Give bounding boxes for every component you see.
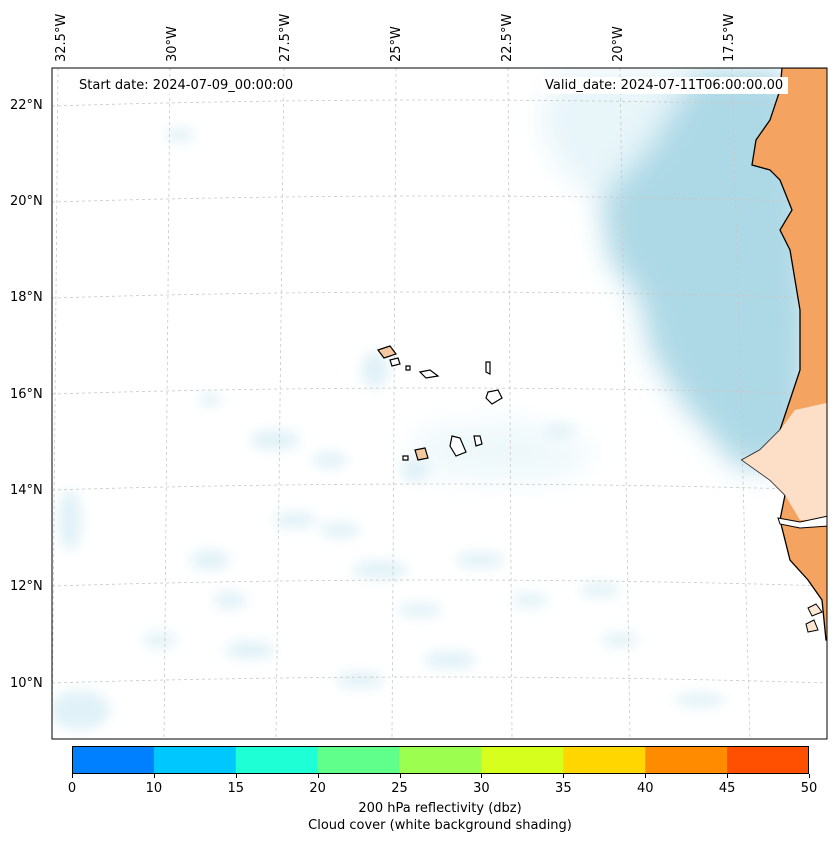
colorbar-tick-mark xyxy=(153,774,155,778)
colorbar-tick-label: 15 xyxy=(227,781,245,796)
colorbar-tick-mark xyxy=(72,774,73,778)
start-date-label: Start date: 2024-07-09_00:00:00 xyxy=(74,77,299,94)
map-frame xyxy=(51,67,828,740)
colorbar-segment-3 xyxy=(317,746,401,774)
lat-label-12n: 12°N xyxy=(10,579,43,594)
lat-label-10n: 10°N xyxy=(10,676,43,691)
colorbar-segment-2 xyxy=(235,746,319,774)
gambia-inlet xyxy=(777,515,827,529)
guinea-coast-islands xyxy=(805,603,823,633)
colorbar-tick-label: 45 xyxy=(718,781,736,796)
colorbar-label-cloud-cover: Cloud cover (white background shading) xyxy=(308,818,572,833)
lat-label-14n: 14°N xyxy=(10,483,43,498)
colorbar-tick-mark xyxy=(235,774,237,778)
colorbar-segment-1 xyxy=(153,746,237,774)
colorbar-frame xyxy=(72,746,809,774)
colorbar-segment-0 xyxy=(72,746,155,774)
valid-date-label: Valid_date: 2024-07-11T06:00:00.00 xyxy=(540,77,789,94)
cape-verde-islands xyxy=(377,345,503,461)
colorbar-tick-label: 10 xyxy=(145,781,163,796)
lon-label-27-5w: 27.5°W xyxy=(278,13,293,62)
lat-label-20n: 20°N xyxy=(10,194,43,209)
colorbar-tick-label: 35 xyxy=(555,781,572,796)
colorbar-tick-label: 50 xyxy=(800,781,818,796)
lon-label-30w: 30°W xyxy=(165,26,180,62)
coast-pale-band xyxy=(742,402,827,520)
scattered-cloud-patches xyxy=(52,128,726,730)
colorbar-tick-mark xyxy=(399,774,401,778)
colorbar-tick-label: 25 xyxy=(391,781,408,796)
colorbar-tick-mark xyxy=(317,774,319,778)
colorbar-tick-label: 30 xyxy=(473,781,490,796)
colorbar-segment-8 xyxy=(727,746,809,774)
colorbar-tick-mark xyxy=(727,774,729,778)
colorbar-segment-7 xyxy=(645,746,728,774)
colorbar-tick-mark xyxy=(563,774,565,778)
colorbar-segment-5 xyxy=(481,746,564,774)
colorbar-tick-label: 0 xyxy=(67,781,77,796)
colorbar-tick-mark xyxy=(809,774,810,778)
graticule xyxy=(52,68,827,739)
colorbar-tick-mark xyxy=(481,774,483,778)
lon-label-17-5w: 17.5°W xyxy=(722,13,737,62)
cloud-cover-shading xyxy=(410,70,810,480)
reflectivity-colorbar xyxy=(72,746,809,774)
lon-label-22-5w: 22.5°W xyxy=(500,13,515,62)
lat-label-22n: 22°N xyxy=(10,98,43,113)
colorbar-tick-label: 20 xyxy=(309,781,326,796)
colorbar-segment-6 xyxy=(563,746,646,774)
colorbar-tick-label: 40 xyxy=(636,781,654,796)
lat-label-16n: 16°N xyxy=(10,387,43,402)
lon-label-20w: 20°W xyxy=(611,26,626,62)
lon-label-32-5w: 32.5°W xyxy=(54,13,69,62)
colorbar-tick-mark xyxy=(645,774,647,778)
lon-label-25w: 25°W xyxy=(389,26,404,62)
colorbar-segment-4 xyxy=(399,746,482,774)
colorbar-label-reflectivity: 200 hPa reflectivity (dbz) xyxy=(358,801,522,816)
lat-label-18n: 18°N xyxy=(10,290,43,305)
